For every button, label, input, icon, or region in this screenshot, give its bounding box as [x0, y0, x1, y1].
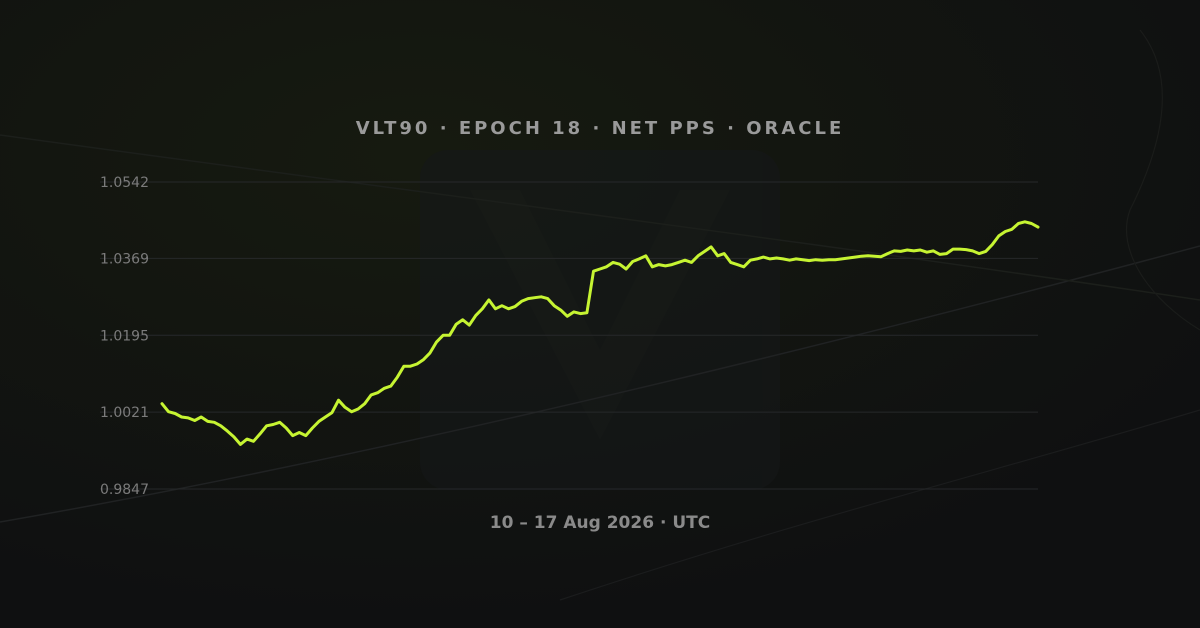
series-line [160, 220, 1040, 446]
y-tick-label: 1.0369 [100, 251, 149, 267]
vault-logo-watermark-icon [420, 150, 780, 490]
y-axis-ticks: 1.0542 1.0369 1.0195 1.0021 0.9847 [100, 175, 149, 498]
chart-title: VLT90 · EPOCH 18 · NET PPS · ORACLE [355, 118, 845, 139]
y-tick-label: 1.0195 [100, 328, 149, 344]
y-tick-label: 1.0542 [100, 175, 149, 191]
grid-lines [100, 181, 1038, 490]
x-axis-label: 10 – 17 Aug 2026 · UTC [489, 513, 711, 533]
y-tick-label: 1.0021 [100, 405, 149, 421]
y-tick-label: 0.9847 [100, 482, 149, 498]
